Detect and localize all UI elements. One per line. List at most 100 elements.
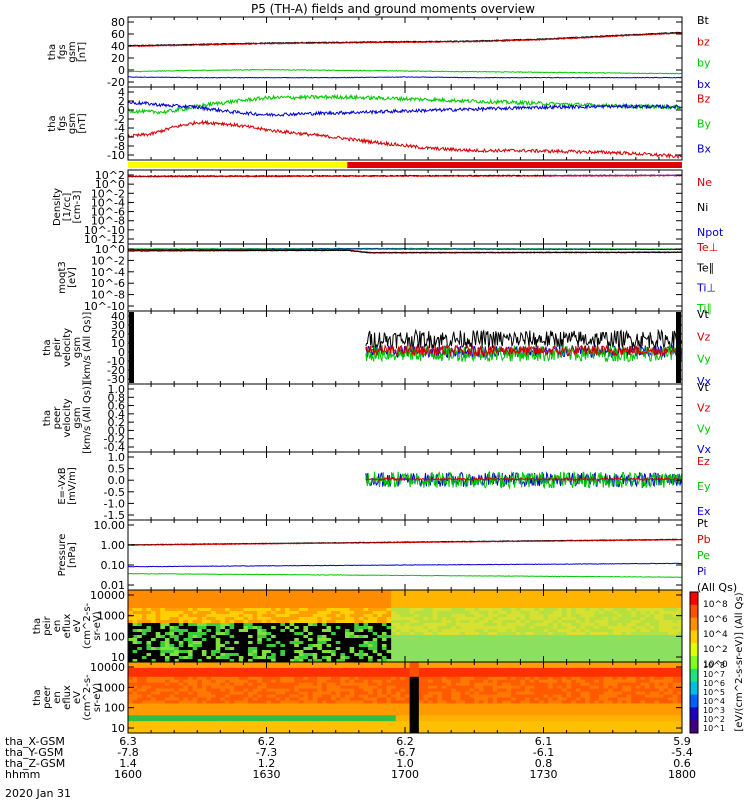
peir_spec-cell bbox=[488, 593, 494, 597]
peir_spec-cell bbox=[344, 626, 351, 630]
peir_spec-cell bbox=[201, 596, 207, 600]
peer_spec-cell bbox=[206, 697, 212, 701]
peer_spec-cell bbox=[303, 730, 309, 734]
peir_spec-cell bbox=[303, 647, 309, 651]
peir_spec-cell bbox=[621, 641, 628, 645]
peir_spec-cell bbox=[197, 635, 203, 639]
peer_spec-cell bbox=[132, 721, 138, 725]
peir_spec-cell bbox=[474, 629, 480, 633]
peir_spec-cell bbox=[405, 614, 411, 618]
peer_spec-cell bbox=[211, 667, 217, 672]
peir_spec-cell bbox=[645, 641, 651, 645]
peir_spec-cell bbox=[284, 602, 291, 606]
peer_spec-cell bbox=[266, 724, 272, 728]
peer_spec-cell bbox=[224, 718, 231, 722]
peir_spec-cell bbox=[492, 620, 498, 624]
peir_spec-cell bbox=[534, 641, 540, 645]
peir_spec-cell bbox=[511, 611, 517, 615]
peer_spec-cell bbox=[224, 709, 231, 713]
peir_spec-cell bbox=[201, 608, 207, 612]
peer_spec-cell bbox=[326, 727, 332, 731]
peir_spec-cell bbox=[465, 623, 471, 627]
peir_spec-cell bbox=[391, 635, 397, 639]
peir_spec-cell bbox=[668, 641, 674, 645]
peer_spec-cell bbox=[164, 688, 171, 693]
peir_spec-cell bbox=[395, 593, 401, 597]
peer_spec-cell bbox=[358, 694, 364, 698]
peer_spec-cell bbox=[160, 662, 166, 666]
peer_spec-cell bbox=[197, 688, 203, 693]
peir_spec-cell bbox=[252, 629, 258, 633]
peer_spec-cell bbox=[257, 682, 263, 687]
peer_spec-cell bbox=[358, 730, 364, 734]
peir_spec-cell bbox=[640, 635, 646, 639]
peir_spec-cell bbox=[626, 653, 632, 657]
peir_spec-cell bbox=[612, 635, 618, 639]
peir_spec-cell bbox=[663, 656, 669, 660]
peer_spec-cell bbox=[141, 724, 147, 728]
peir_spec-cell bbox=[294, 617, 300, 621]
peir_spec-cell bbox=[525, 593, 531, 597]
peir_spec-cell bbox=[261, 635, 267, 639]
peir_spec-cell bbox=[585, 641, 591, 645]
peir_spec-cell bbox=[621, 635, 628, 639]
peir_spec-cell bbox=[469, 629, 475, 633]
peer_spec-cell bbox=[326, 730, 332, 734]
peir_spec-cell bbox=[469, 638, 475, 642]
peir_spec-cell bbox=[437, 620, 443, 624]
peir_spec-cell bbox=[672, 614, 678, 618]
peir_spec-cell bbox=[677, 629, 683, 633]
peer_spec-cell bbox=[224, 694, 231, 698]
peir_spec-cell bbox=[243, 611, 249, 615]
peir_spec-cell bbox=[428, 593, 434, 597]
peir_spec-cell bbox=[354, 641, 360, 645]
peir_spec-cell bbox=[169, 626, 175, 630]
peir_spec-cell bbox=[243, 638, 249, 642]
peir_spec-cell bbox=[368, 653, 374, 657]
peir_spec-cell bbox=[395, 602, 401, 606]
peir_spec-cell bbox=[538, 614, 544, 618]
peir_spec-cell bbox=[229, 590, 235, 594]
peer_spec-cell bbox=[289, 703, 295, 707]
peir_spec-cell bbox=[164, 605, 171, 609]
peir_spec-cell bbox=[668, 632, 674, 636]
peir_spec-cell bbox=[575, 650, 581, 654]
peir_spec-cell bbox=[451, 650, 457, 654]
peir_spec-cell bbox=[344, 629, 351, 633]
peir_spec-cell bbox=[243, 614, 249, 618]
peir_spec-cell bbox=[183, 614, 189, 618]
peer_spec-cell bbox=[340, 673, 346, 678]
peer_spec-cell bbox=[155, 682, 161, 687]
peir_spec-cell bbox=[363, 590, 369, 594]
peer_spec-cell bbox=[280, 673, 286, 678]
peir_spec-cell bbox=[289, 620, 295, 624]
peer_spec-cell bbox=[303, 673, 309, 678]
peir_spec-cell bbox=[289, 599, 295, 603]
peir_spec-cell bbox=[441, 653, 448, 657]
peer_spec-cell bbox=[151, 703, 157, 707]
peer_spec-cell bbox=[174, 715, 180, 719]
peir_spec-cell bbox=[271, 608, 277, 612]
peir_spec-cell bbox=[488, 632, 494, 636]
peer_spec-cell bbox=[248, 727, 254, 731]
peer_spec-cell bbox=[271, 685, 277, 690]
peir_spec-cell bbox=[548, 593, 554, 597]
peir_spec-cell bbox=[446, 641, 452, 645]
peer_spec-cell bbox=[349, 685, 355, 690]
peer_spec-cell bbox=[160, 667, 166, 672]
peir_spec-cell bbox=[220, 659, 226, 663]
peir_spec-cell bbox=[552, 605, 558, 609]
peer_spec-cell bbox=[238, 709, 244, 713]
peer_spec-cell bbox=[289, 679, 295, 684]
peir_spec-cell bbox=[155, 650, 161, 654]
peir_spec-cell bbox=[137, 638, 143, 642]
peir_spec-cell bbox=[432, 635, 438, 639]
peer_spec-cell bbox=[317, 709, 323, 713]
peir_spec-cell bbox=[261, 638, 267, 642]
peer_spec-cell bbox=[201, 715, 207, 719]
peir_spec-cell bbox=[243, 602, 249, 606]
peir_spec-cell bbox=[248, 650, 254, 654]
peir_spec-cell bbox=[201, 599, 207, 603]
peir_spec-cell bbox=[469, 620, 475, 624]
peir_spec-cell bbox=[511, 596, 517, 600]
